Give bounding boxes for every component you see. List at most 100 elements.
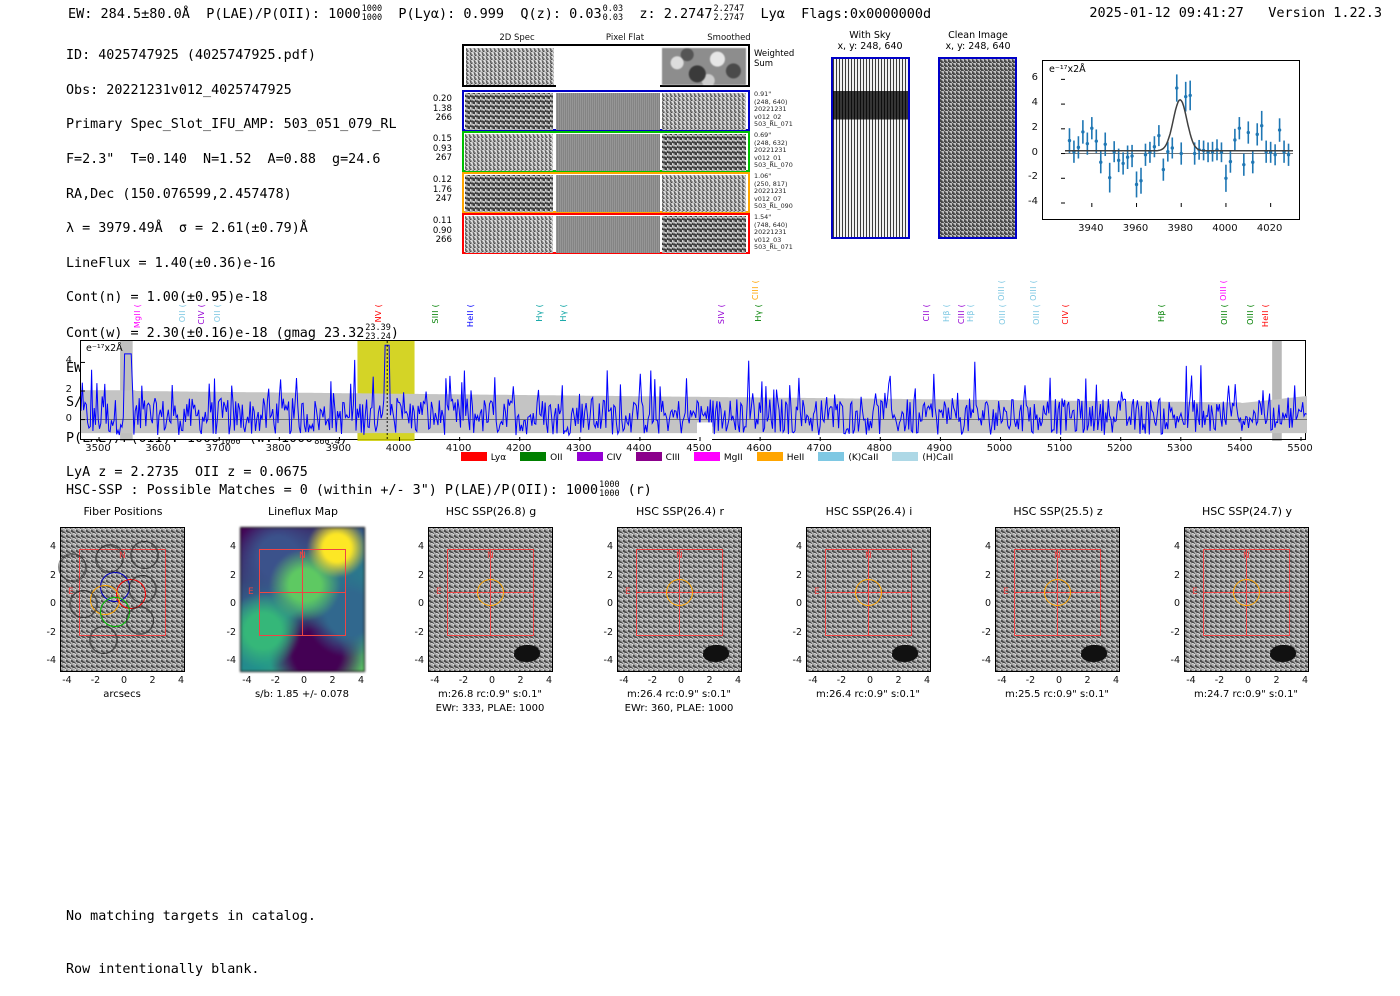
fiber-row-1-right-labels: 0.69" (248, 632) 20221231 v012_01 503_RL… — [754, 131, 793, 170]
cutout-image-3[interactable] — [617, 527, 742, 672]
legend-swatch-(H)CaII — [892, 452, 919, 461]
header-plae: P(LAE)/P(OII): 1000 — [206, 6, 361, 22]
legend-label-Lyα: Lyα — [490, 453, 507, 463]
cutout-ytick: -2 — [414, 626, 424, 638]
line-marker-HeII: HeII ( — [465, 304, 475, 328]
line-fit-xtick: 3980 — [1167, 223, 1193, 234]
cutout-ytick: 4 — [49, 541, 56, 552]
fiber-row-1-panel[interactable] — [462, 131, 750, 172]
legend-label-(H)CaII: (H)CaII — [922, 453, 954, 463]
spectrum-xtick: 3500 — [85, 443, 111, 454]
cutout-xtick: 2 — [1273, 675, 1280, 686]
cutout-caption: m:26.4 rc:0.9" s:0.1" — [815, 689, 921, 700]
cutout-xtick: 4 — [177, 675, 185, 686]
info-plae-lo: 1000 — [220, 436, 241, 447]
fiber-row-0-panel[interactable] — [462, 90, 750, 131]
fiber-row-3-panel[interactable] — [462, 213, 750, 254]
cutout-title-5: HSC SSP(25.5) z — [1013, 505, 1103, 518]
spectrum-xtick: 4500 — [686, 443, 712, 454]
cutout-xtick: -2 — [90, 675, 101, 686]
legend-label-CIII: CIII — [665, 453, 680, 463]
cutout-xtick: -4 — [997, 675, 1007, 686]
cutout-xtick: -4 — [808, 675, 818, 686]
line-fit-ytick: 0 — [1031, 146, 1038, 158]
spectrum-xtick: 4000 — [385, 443, 412, 454]
info-radec: RA,Dec (150.076599,2.457478) — [66, 186, 292, 202]
info-cont-w-hi: 23.39 — [365, 323, 391, 334]
cutout-xtick: -4 — [242, 675, 252, 686]
spectrum-xtick: 4300 — [566, 443, 592, 454]
spectrum-xtick: 3700 — [205, 443, 231, 454]
cutout-ytick: -4 — [603, 655, 613, 666]
cutout-ytick: 2 — [795, 569, 802, 581]
clean-image-coords: x, y: 248, 640 — [945, 41, 1011, 52]
cutout-ytick: 0 — [417, 598, 424, 609]
line-fit-xtick: 4020 — [1256, 223, 1283, 234]
cutout-xtick: -2 — [458, 675, 469, 686]
cutout-ytick: -2 — [226, 626, 236, 638]
cutout-title-4: HSC SSP(26.4) i — [825, 505, 913, 518]
cutout-xtick: 2 — [1084, 675, 1091, 686]
spectrum-units: e⁻¹⁷x2Å — [86, 343, 123, 354]
spectrum-canvas — [81, 341, 1307, 441]
full-spectrum-plot[interactable]: e⁻¹⁷x2Å — [80, 340, 1307, 441]
cutout-image-0[interactable] — [60, 527, 185, 672]
line-marker-CIII: CIII ( — [957, 304, 967, 325]
spectrum-xtick: 5500 — [1287, 443, 1313, 454]
header-timestamp-block: 2025-01-12 09:41:27 Version 1.22.3 — [1089, 5, 1382, 21]
cutout-image-4[interactable] — [806, 527, 931, 672]
cutout-xtick: 2 — [895, 675, 902, 686]
cutout-xtick: -4 — [619, 675, 629, 686]
line-fit-units: e⁻¹⁷x2Å — [1049, 64, 1086, 75]
cutout-ytick: 0 — [1173, 598, 1180, 609]
cutout-ytick: 4 — [229, 541, 236, 552]
cutout-ytick: 0 — [229, 598, 236, 609]
info-cont-w: Cont(w) = 2.30(±0.16)e-18 (gmag 23.32 23.… — [66, 324, 399, 342]
info-cont-w-tail: ) — [390, 326, 399, 342]
spectrum-xtick: 4900 — [926, 443, 953, 454]
cutout-ytick: 4 — [1173, 541, 1180, 552]
line-marker-Hγ: Hγ ( — [754, 304, 764, 322]
clean-image-title-text: Clean Image — [948, 30, 1008, 41]
cutout-image-2[interactable] — [428, 527, 553, 672]
cutout-image-6[interactable] — [1184, 527, 1309, 672]
fiber-row-2-panel[interactable] — [462, 172, 750, 213]
fiber-row-2-left-labels: 0.12 1.76 247 — [432, 175, 452, 205]
spectrum-xtick: 5400 — [1227, 443, 1253, 454]
cutout-caption: s/b: 1.85 +/- 0.078 — [254, 689, 350, 700]
cutout-xtick: 0 — [488, 675, 496, 686]
line-marker-CIV: CIV ( — [1060, 304, 1070, 325]
line-marker-Hγ: Hγ ( — [535, 304, 545, 322]
with-sky-image[interactable] — [831, 57, 910, 239]
cutout-image-5[interactable] — [995, 527, 1120, 672]
line-fit-plot[interactable]: e⁻¹⁷x2Å — [1042, 60, 1300, 220]
legend-label-HeII: HeII — [786, 453, 805, 463]
weighted-sum-label-1: Weighted — [754, 49, 795, 59]
cutout-image-1[interactable] — [240, 527, 365, 672]
header-version: Version 1.22.3 — [1268, 5, 1382, 21]
legend-label-MgII: MgII — [723, 453, 743, 463]
spectrum-line-markers: MgII (OII (CIV (OII (NV (SIII (HeII (Hγ … — [0, 280, 1400, 340]
cutout-title-2: HSC SSP(26.8) g — [445, 505, 537, 518]
cutout-ytick: -4 — [792, 655, 802, 666]
cutout-xtick: 0 — [1055, 675, 1063, 686]
legend-swatch-CIII — [635, 452, 662, 461]
cutout-ytick: -4 — [1170, 655, 1180, 666]
clean-image[interactable] — [938, 57, 1017, 239]
legend-label-(K)CaII: (K)CaII — [848, 453, 879, 463]
weighted-sum-panel — [462, 44, 750, 87]
cutout-caption: arcsecs — [103, 689, 141, 700]
with-sky-title-text: With Sky — [849, 30, 891, 41]
line-fit-ytick: -4 — [1028, 196, 1038, 207]
spectrum-xtick: 4100 — [445, 443, 472, 454]
legend-label-CIV: CIV — [606, 453, 622, 463]
info-cont-w-lo: 23.24 — [365, 332, 391, 343]
spectrum-xtick: 3600 — [145, 443, 171, 454]
cutout-xtick: 0 — [677, 675, 685, 686]
header-summary-line: EW: 284.5±80.0Å P(LAE)/P(OII): 1000 1000 1… — [68, 5, 931, 23]
catalog-summary-hi: 1000 — [599, 480, 620, 490]
spectrum-xtick: 5000 — [986, 443, 1013, 454]
catalog-summary-lo: 1000 — [599, 489, 620, 499]
fiber-row-3-right-labels: 1.54" (748, 640) 20221231 v012_03 503_RL… — [754, 213, 793, 252]
info-wavelength: λ = 3979.49Å σ = 2.61(±0.79)Å — [66, 221, 308, 237]
